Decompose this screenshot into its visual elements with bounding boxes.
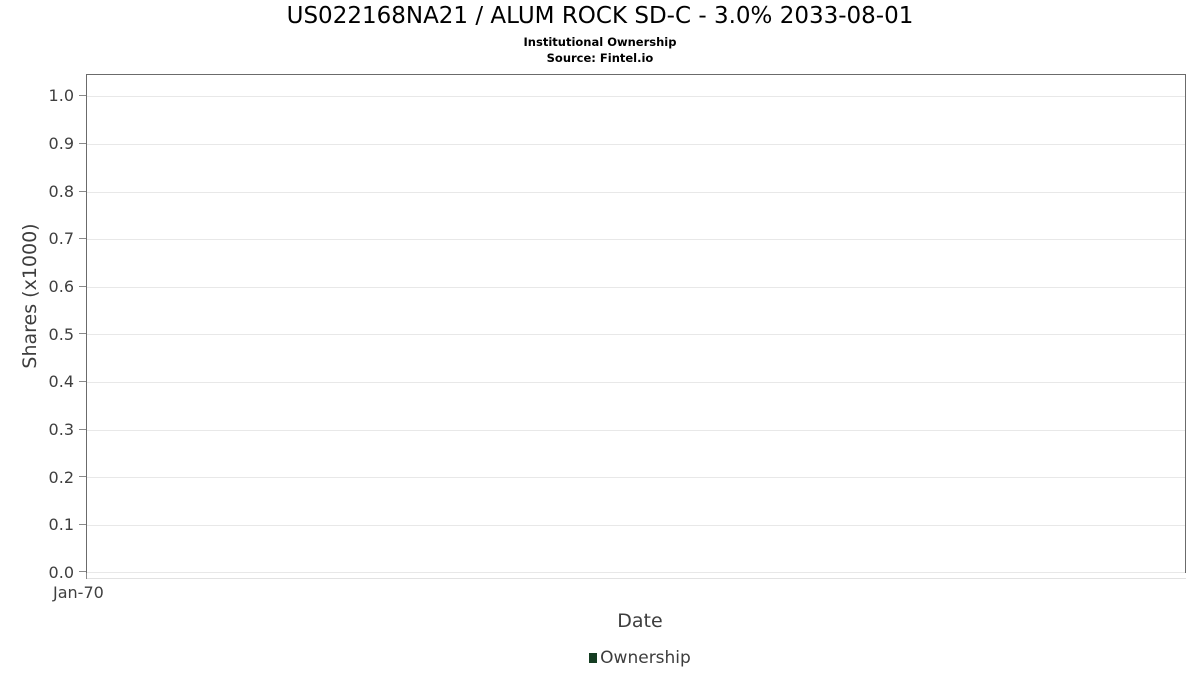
- gridline-1-0: [87, 96, 1185, 97]
- y-tick-label: 0.3: [48, 420, 74, 439]
- x-axis-label: Date: [617, 610, 663, 632]
- chart-legend: Ownership: [0, 648, 1200, 668]
- gridline-0-0: [87, 572, 1185, 573]
- y-tick-mark: [79, 333, 86, 335]
- y-tick-label: 0.8: [48, 182, 74, 201]
- y-tick-label: 0.2: [48, 468, 74, 487]
- gridline-0-3: [87, 430, 1185, 431]
- gridline-0-9: [87, 144, 1185, 145]
- y-tick-mark: [79, 95, 86, 97]
- chart-title: US022168NA21 / ALUM ROCK SD-C - 3.0% 203…: [286, 3, 914, 29]
- y-tick-label: 0.9: [48, 134, 74, 153]
- y-tick-label: 0.4: [48, 372, 74, 391]
- legend-item-ownership[interactable]: Ownership: [589, 648, 691, 668]
- y-tick-mark: [79, 143, 86, 145]
- y-tick-mark: [79, 286, 86, 288]
- y-tick-label: 0.0: [48, 563, 74, 582]
- y-tick-label: 0.1: [48, 515, 74, 534]
- y-tick-mark: [79, 429, 86, 431]
- gridline-0-8: [87, 192, 1185, 193]
- y-tick-mark: [79, 238, 86, 240]
- plot-area: [86, 74, 1186, 573]
- y-tick-label: 0.6: [48, 277, 74, 296]
- y-tick-mark: [79, 191, 86, 193]
- gridline-0-5: [87, 334, 1185, 335]
- axis-baseline-shadow: [86, 578, 1186, 579]
- y-tick-label: 1.0: [48, 86, 74, 105]
- gridline-0-7: [87, 239, 1185, 240]
- chart-source-attribution: Source: Fintel.io: [546, 51, 654, 65]
- y-tick-label: 0.7: [48, 229, 74, 248]
- gridline-0-6: [87, 287, 1185, 288]
- gridline-0-1: [87, 525, 1185, 526]
- legend-label: Ownership: [600, 648, 691, 668]
- x-tick-label: Jan-70: [53, 583, 104, 602]
- gridline-0-4: [87, 382, 1185, 383]
- x-tick-mark: [86, 573, 88, 579]
- gridline-0-2: [87, 477, 1185, 478]
- y-tick-mark: [79, 381, 86, 383]
- y-tick-label-group: 1.0 0.9 0.8 0.7 0.6 0.5 0.4 0.3 0.2 0.1 …: [10, 0, 74, 675]
- y-tick-mark: [79, 524, 86, 526]
- y-tick-mark: [79, 476, 86, 478]
- y-tick-mark: [79, 571, 86, 573]
- chart-subtitle: Institutional Ownership: [523, 35, 677, 49]
- y-tick-label: 0.5: [48, 325, 74, 344]
- legend-swatch-icon: [589, 653, 598, 663]
